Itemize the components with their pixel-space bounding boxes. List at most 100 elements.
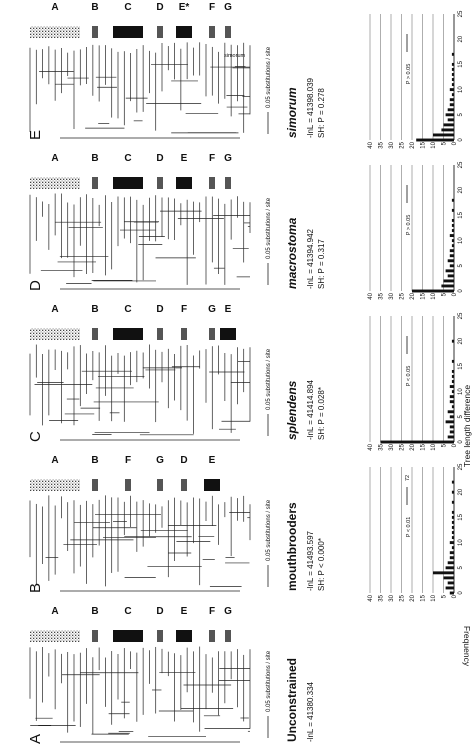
clade-bar-e — [220, 328, 236, 340]
histogram-bar — [416, 138, 455, 142]
freq-tick-label: 35 — [379, 594, 385, 601]
histogram-bar — [449, 385, 454, 389]
histogram-bar — [449, 551, 454, 555]
freq-tick-label: 40 — [368, 141, 374, 148]
freq-tick-label: 30 — [389, 594, 395, 601]
histogram-bar — [449, 98, 454, 102]
histogram-bar — [447, 118, 455, 122]
clade-label: C — [124, 304, 131, 315]
histogram-bar — [451, 359, 454, 363]
histogram-bar — [451, 510, 454, 514]
clade-bar-d — [157, 630, 163, 642]
freq-tick-label: 20 — [410, 443, 416, 450]
clade-bar-d — [157, 177, 163, 189]
freq-tick-label: 0 — [452, 292, 458, 296]
histogram-bar — [451, 369, 454, 373]
freq-tick-label: 15 — [421, 594, 427, 601]
histogram-bar — [443, 123, 454, 127]
freq-tick-label: 30 — [389, 443, 395, 450]
histogram-bar — [445, 586, 455, 590]
clade-label: G — [208, 304, 216, 315]
histogram-bar — [449, 395, 454, 399]
clade-bar-a — [30, 328, 80, 340]
histogram-bar — [451, 73, 454, 76]
scale-bar: 0.05 substitutions / site — [266, 348, 272, 436]
p-annotation: P > 0.05 — [406, 215, 412, 236]
clade-bar-b — [92, 630, 98, 642]
panel-letter: D — [27, 280, 44, 291]
clade-label: B — [91, 153, 98, 164]
lnl-value: -lnL = 41493.597 — [306, 530, 315, 591]
histogram-bar — [451, 239, 454, 243]
scale-bar: 0.05 substitutions / site — [266, 650, 272, 738]
clade-bar-f — [209, 26, 215, 38]
freq-tick-label: 20 — [410, 594, 416, 601]
clade-label: A — [51, 455, 58, 466]
diff-tick-label: 0 — [458, 289, 464, 293]
histogram-bar — [449, 103, 454, 107]
phylogenetic-tree — [29, 344, 251, 441]
histogram-bar — [433, 133, 454, 137]
clade-label: E — [181, 153, 188, 164]
phylogenetic-tree — [29, 646, 251, 743]
clade-bar-f — [209, 630, 215, 642]
histogram-bar — [451, 515, 454, 519]
lnl-value: -lnL = 41414.894 — [306, 379, 315, 440]
clade-bar-a — [30, 177, 80, 189]
clade-label: B — [91, 2, 98, 13]
freq-tick-label: 30 — [389, 292, 395, 299]
histogram-bar — [447, 108, 455, 112]
scale-bar: 0.05 substitutions / site — [266, 46, 272, 134]
clade-label: E — [209, 455, 216, 466]
clade-label: D — [156, 606, 163, 617]
clade-bar-b — [92, 328, 98, 340]
diff-tick-label: 10 — [458, 237, 464, 244]
freq-tick-label: 40 — [368, 443, 374, 450]
phylogenetic-tree — [29, 193, 251, 290]
diff-tick-label: 10 — [458, 86, 464, 93]
sh-test: SH: P = 0.278 — [317, 88, 326, 138]
clade-bar-e-star — [176, 26, 192, 38]
clade-label: F — [209, 606, 215, 617]
clade-bar-c — [113, 26, 143, 38]
histogram-bar — [451, 339, 454, 343]
histogram-bar — [443, 576, 454, 580]
histogram-bar — [449, 88, 454, 92]
diff-tick-label: 10 — [458, 388, 464, 395]
diff-tick-label: 0 — [458, 591, 464, 595]
freq-tick-label: 35 — [379, 292, 385, 299]
diff-tick-label: 5 — [458, 414, 464, 418]
freq-tick-label: 35 — [379, 443, 385, 450]
clade-bar-c — [113, 328, 143, 340]
clade-bar-c — [113, 177, 143, 189]
scale-label: 0.05 substitutions / site — [266, 46, 272, 108]
histogram-bar — [449, 556, 454, 560]
freq-tick-label: 5 — [442, 141, 448, 145]
histogram-bar — [451, 380, 454, 383]
histogram-bar — [449, 541, 454, 545]
freq-tick-label: 10 — [431, 141, 437, 148]
panel-e: E A B C D E* F G simorum 0.05 substitutions / … — [27, 2, 326, 140]
freq-tick-label: 40 — [368, 292, 374, 299]
histogram-bar — [449, 249, 454, 253]
histogram-bar — [451, 390, 454, 394]
histogram-bar — [451, 520, 454, 524]
panel-letter: B — [27, 583, 44, 593]
histogram-bar — [451, 93, 454, 97]
panel-letter: A — [27, 734, 44, 744]
histogram-bar — [447, 274, 455, 278]
histogram-bar — [441, 284, 454, 288]
freq-tick-label: 30 — [389, 141, 395, 148]
histogram-bar — [451, 546, 454, 550]
clade-label: D — [156, 304, 163, 315]
clade-label: A — [51, 304, 58, 315]
clade-label: B — [91, 304, 98, 315]
diff-tick-label: 15 — [458, 362, 464, 369]
clade-labels: A B C D E* F G — [30, 2, 232, 38]
scale-bar: 0.05 substitutions / site — [266, 499, 272, 587]
